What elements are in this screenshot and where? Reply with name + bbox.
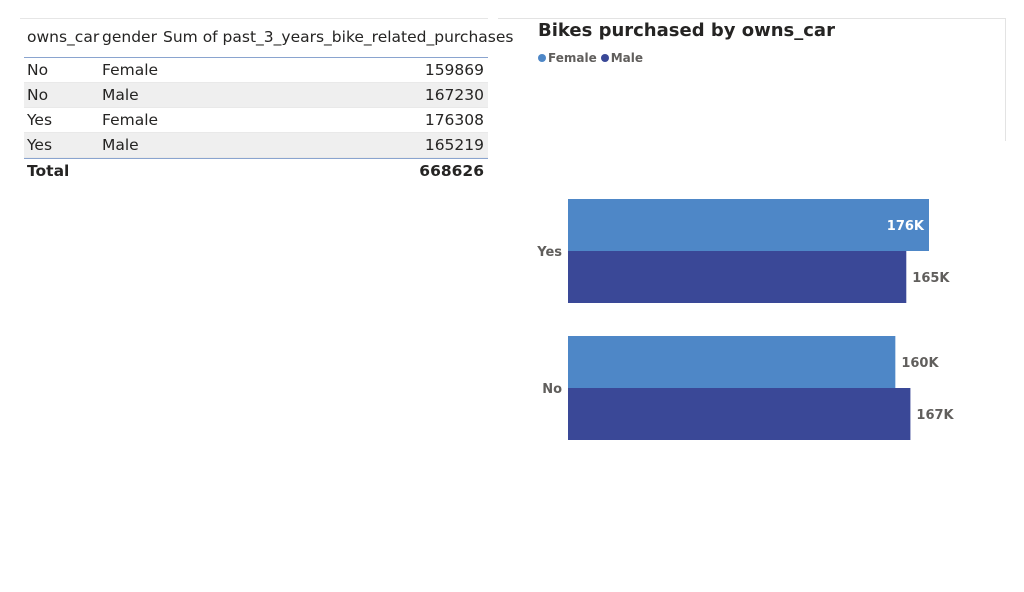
data-label-yes-male: 165K [912, 271, 950, 286]
cell-sum: 165219 [424, 136, 484, 154]
data-label-yes-female: 176K [887, 219, 925, 234]
table-row[interactable]: Yes Male 165219 [24, 133, 488, 158]
chart-plot: Yes 176K 165K No 160K 167K [536, 199, 955, 440]
column-header-gender[interactable]: gender [102, 28, 157, 46]
chart-legend: Female Male [538, 51, 647, 65]
chart-frame [498, 18, 1006, 141]
table-grid: owns_car gender Sum of past_3_years_bike… [24, 19, 513, 183]
table-row[interactable]: Yes Female 176308 [24, 108, 488, 133]
legend-dot-female-icon [538, 54, 546, 62]
cell-sum: 176308 [424, 111, 484, 129]
legend-item-male[interactable]: Male [600, 51, 643, 65]
cell-owns-car: No [27, 86, 49, 104]
data-label-no-male: 167K [916, 408, 954, 423]
bar-yes-female[interactable] [568, 199, 929, 251]
cell-gender: Female [102, 61, 159, 79]
legend-label-male: Male [610, 51, 643, 65]
column-header-sum-purchases[interactable]: Sum of past_3_years_bike_related_purchas… [163, 28, 514, 46]
table-row[interactable]: No Male 167230 [24, 83, 488, 108]
cell-gender: Male [102, 86, 139, 104]
cell-owns-car: No [27, 61, 49, 79]
legend-dot-male-icon [600, 54, 609, 62]
purchases-table: owns_car gender Sum of past_3_years_bike… [20, 18, 513, 180]
cell-gender: Female [102, 111, 159, 129]
bar-yes-male[interactable] [568, 251, 907, 303]
cell-gender: Male [102, 136, 139, 154]
cell-owns-car: Yes [27, 136, 53, 154]
category-label-yes: Yes [536, 245, 562, 260]
cell-sum: 167230 [424, 86, 484, 104]
chart-title: Bikes purchased by owns_car [538, 20, 835, 41]
bar-no-female[interactable] [568, 336, 896, 388]
legend-item-female[interactable]: Female [538, 51, 597, 65]
category-label-no: No [542, 382, 562, 397]
column-header-owns-car[interactable]: owns_car [27, 28, 100, 46]
table-row[interactable]: No Female 159869 [24, 58, 488, 83]
legend-label-female: Female [548, 51, 597, 65]
bar-no-male[interactable] [568, 388, 911, 440]
table-total-row: Total 668626 [24, 158, 488, 183]
bikes-by-owns-car-chart[interactable]: Bikes purchased by owns_car Female Male … [498, 18, 1006, 458]
cell-owns-car: Yes [27, 111, 53, 129]
table-header-row: owns_car gender Sum of past_3_years_bike… [24, 19, 513, 58]
total-label: Total [27, 162, 70, 180]
data-label-no-female: 160K [901, 356, 939, 371]
cell-sum: 159869 [424, 61, 484, 79]
total-value: 668626 [419, 162, 484, 180]
